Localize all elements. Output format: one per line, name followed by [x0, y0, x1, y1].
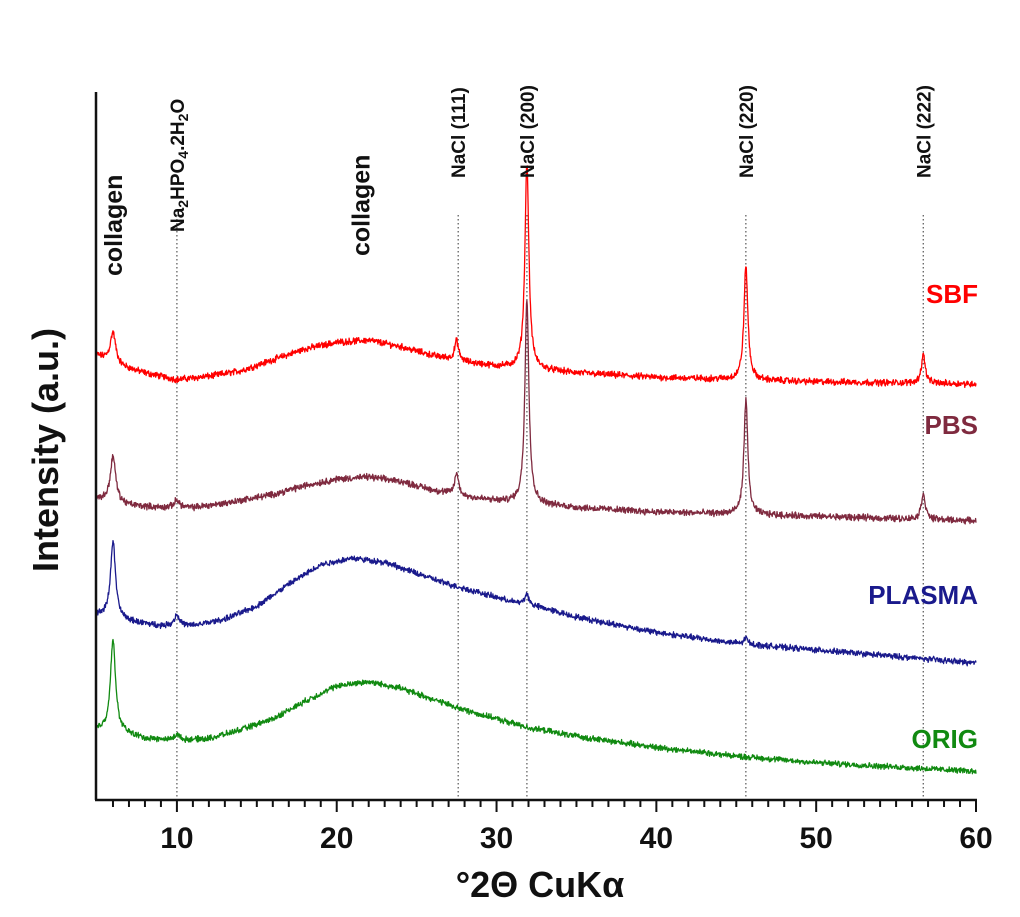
x-tick-label: 10	[160, 822, 193, 855]
series-label-pbs: PBS	[925, 410, 978, 440]
annotations: Na2HPO4.2H2O NaCl (111) NaCl (200) NaCl (22…	[100, 85, 935, 276]
series-line-sbf	[96, 165, 977, 389]
peak-label-4: NaCl (222)	[914, 85, 935, 178]
peak-label-1: NaCl (111)	[449, 87, 470, 178]
y-axis-title: Intensity (a.u.)	[25, 328, 66, 572]
peak-label-part: HPO	[168, 159, 189, 200]
peak-label-0: Na2HPO4.2H2O	[168, 99, 191, 232]
series-label-sbf: SBF	[926, 279, 978, 309]
series-labels: SBF PBS PLASMA ORIG	[868, 279, 978, 754]
axes	[94, 92, 977, 802]
x-tick-label: 60	[959, 822, 992, 855]
series-line-plasma	[96, 539, 977, 667]
x-tick-label: 40	[640, 822, 673, 855]
peak-label-3: NaCl (220)	[737, 85, 758, 178]
data-series	[96, 165, 977, 775]
x-ticks: 10 20 30 40 50 60	[111, 800, 993, 855]
x-tick-label: 50	[799, 822, 832, 855]
peak-label-part: 2	[175, 113, 191, 121]
peak-label-part: 2	[175, 200, 191, 208]
collagen-annotation: collagen	[348, 155, 376, 256]
series-line-orig	[96, 638, 977, 775]
peak-label-part: .2H	[168, 121, 189, 151]
x-tick-label: 20	[320, 822, 353, 855]
series-label-plasma: PLASMA	[868, 580, 978, 610]
x-axis-title: °2Θ CuKα	[456, 864, 625, 905]
peak-label-2: NaCl (200)	[518, 85, 539, 178]
labels: °2Θ CuKα Intensity (a.u.)	[25, 328, 624, 905]
collagen-annotation: collagen	[100, 175, 128, 276]
series-label-orig: ORIG	[912, 724, 978, 754]
peak-label-part: O	[168, 99, 189, 114]
x-tick-label: 30	[480, 822, 513, 855]
peak-label-part: Na	[168, 207, 189, 232]
series-line-pbs	[96, 299, 977, 525]
peak-label-part: 4	[175, 151, 191, 159]
